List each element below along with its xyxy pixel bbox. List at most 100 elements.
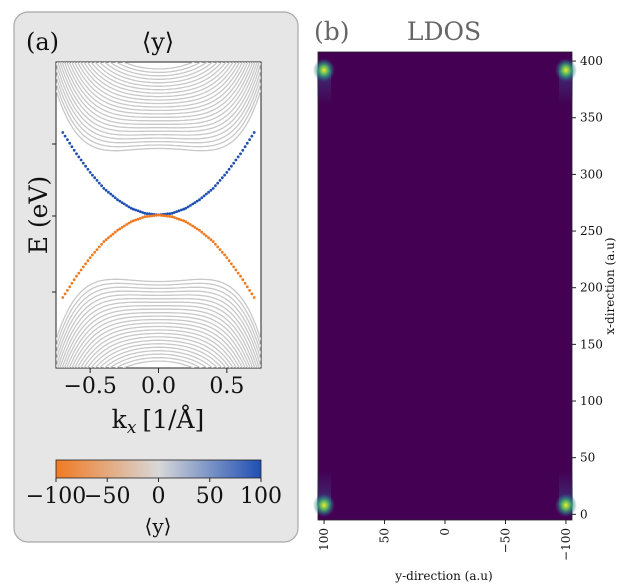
bulk-band-line bbox=[94, 343, 223, 368]
bulk-band-line bbox=[103, 350, 214, 368]
x-tick-label-a: 0.5 bbox=[209, 374, 244, 399]
y-tick-label-b: 200 bbox=[580, 281, 603, 295]
x-axis-ticks-a: −0.5 0.0 0.5 bbox=[63, 368, 244, 399]
bulk-band-line bbox=[83, 332, 234, 368]
x-axis-label-a: kx [1/Å] bbox=[112, 404, 205, 438]
surface-state-point bbox=[182, 219, 186, 223]
surface-state-point bbox=[72, 278, 76, 282]
surface-state-point bbox=[100, 184, 103, 188]
surface-state-point bbox=[241, 278, 245, 282]
surface-state-point bbox=[202, 194, 206, 198]
surface-state-point bbox=[122, 202, 126, 206]
surface-state-point bbox=[227, 259, 231, 263]
surface-state-point bbox=[234, 158, 238, 162]
bulk-band-line bbox=[83, 62, 234, 98]
bulk-band-line bbox=[76, 325, 241, 368]
x-axis-ticks-b: 100 50 0 −50 −100 bbox=[317, 520, 573, 561]
colorbar-label: ⟨y⟩ bbox=[145, 514, 172, 538]
surface-state-point bbox=[179, 218, 183, 222]
surface-state-point bbox=[207, 190, 211, 194]
surface-state-point bbox=[97, 245, 101, 249]
surface-state-point bbox=[134, 218, 138, 222]
bulk-bands bbox=[56, 62, 261, 368]
bulk-band-line bbox=[79, 62, 238, 101]
surface-state-point bbox=[150, 214, 154, 218]
bulk-band-line bbox=[114, 356, 203, 368]
bulk-band-line bbox=[71, 318, 246, 368]
x-tick-label-b: 50 bbox=[378, 528, 392, 543]
surface-state-point bbox=[138, 210, 142, 214]
surface-state-point bbox=[166, 214, 170, 218]
bulk-band-line bbox=[108, 353, 209, 368]
surface-state-point bbox=[77, 271, 81, 275]
surface-state-point bbox=[86, 259, 90, 263]
surface-state-point bbox=[136, 209, 140, 213]
ldos-hotspot bbox=[554, 58, 577, 83]
surface-state-point bbox=[70, 145, 74, 149]
y-axis-label-a: E (eV) bbox=[24, 176, 53, 255]
y-axis-ticks-a bbox=[52, 143, 56, 293]
surface-state-point bbox=[234, 268, 238, 272]
surface-state-point bbox=[248, 138, 252, 142]
surface-state-point bbox=[113, 196, 117, 200]
surface-state-point bbox=[116, 228, 119, 232]
surface-state-point bbox=[186, 221, 190, 225]
surface-state-point bbox=[223, 253, 227, 257]
surface-state-point bbox=[143, 215, 147, 219]
bulk-band-line bbox=[68, 315, 249, 368]
surface-state-point bbox=[129, 220, 133, 224]
bulk-band-line bbox=[59, 301, 258, 368]
surface-state-point bbox=[132, 207, 135, 211]
ldos-hotspot bbox=[554, 493, 577, 518]
surface-state-point bbox=[84, 262, 87, 266]
panel-a-label: (a) bbox=[26, 28, 59, 56]
surface-state-point bbox=[125, 223, 128, 226]
surface-state-point bbox=[177, 217, 181, 221]
surface-state-point bbox=[61, 296, 65, 299]
ldos-hotspots bbox=[313, 58, 577, 518]
colorbar: −100−50 0 50 100 ⟨y⟩ bbox=[26, 459, 282, 538]
surface-state-point bbox=[81, 265, 85, 269]
surface-state-point bbox=[138, 217, 142, 220]
surface-state-point bbox=[184, 220, 188, 224]
x-tick-label-a: 0.0 bbox=[141, 374, 176, 399]
surface-state-point bbox=[220, 176, 224, 180]
bulk-band-line bbox=[56, 286, 261, 354]
y-tick-label-b: 0 bbox=[580, 507, 588, 521]
bulk-band-line bbox=[56, 76, 261, 144]
surface-state-point bbox=[223, 173, 227, 177]
y-tick-label-b: 350 bbox=[580, 111, 603, 125]
x-axis-label-b: y-direction (a.u) bbox=[394, 569, 492, 583]
surface-state-point bbox=[75, 152, 78, 156]
surface-state-point bbox=[95, 179, 99, 182]
surface-state-point bbox=[239, 274, 242, 278]
surface-state-point bbox=[152, 214, 156, 218]
surface-state-point bbox=[145, 212, 149, 216]
surface-state-point bbox=[227, 167, 231, 171]
bulk-band-line bbox=[56, 62, 261, 136]
surface-state-point bbox=[230, 262, 233, 266]
surface-state-point bbox=[195, 199, 199, 203]
surface-state-point bbox=[241, 148, 245, 152]
surface-state-point bbox=[148, 214, 151, 218]
surface-state-point bbox=[122, 224, 126, 228]
x-tick-label-b: 0 bbox=[438, 528, 452, 536]
surface-state-point bbox=[173, 211, 176, 214]
bulk-band-line bbox=[56, 278, 261, 341]
surface-state-point bbox=[141, 211, 145, 214]
y-tick-label-b: 400 bbox=[580, 54, 603, 68]
bulk-band-line bbox=[66, 62, 252, 118]
y-axis-label-b: x-direction (a.u) bbox=[603, 237, 617, 334]
surface-state-point bbox=[193, 201, 197, 205]
surface-state-point bbox=[66, 138, 69, 142]
colorbar-tick-label: −100 bbox=[26, 484, 86, 509]
panel-b-label: (b) bbox=[314, 17, 350, 46]
surface-state-point bbox=[63, 134, 67, 138]
surface-state-point bbox=[166, 212, 170, 216]
surface-state-point bbox=[118, 227, 122, 231]
surface-state-point bbox=[154, 213, 158, 217]
bulk-band-line bbox=[98, 346, 219, 368]
bulk-band-line bbox=[79, 329, 238, 368]
surface-state-point bbox=[214, 184, 217, 188]
